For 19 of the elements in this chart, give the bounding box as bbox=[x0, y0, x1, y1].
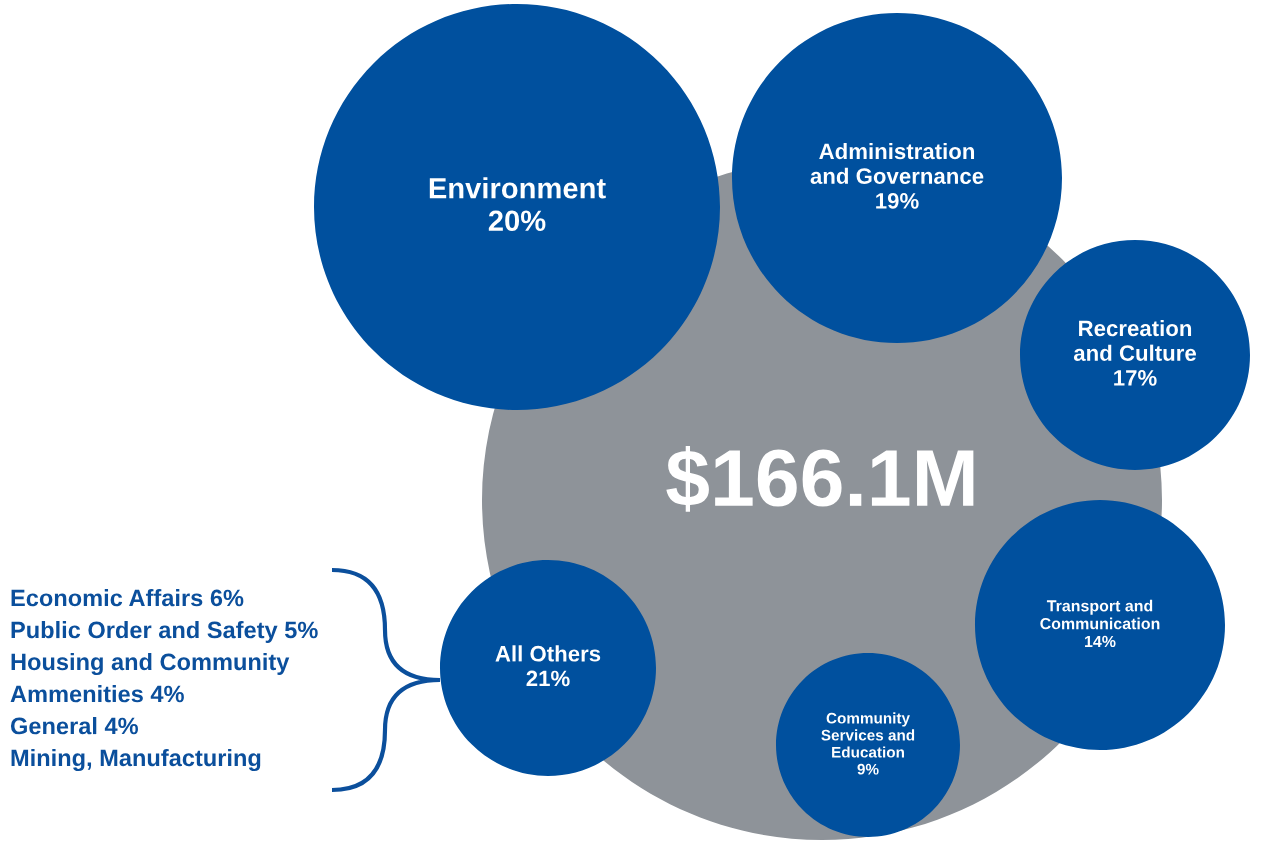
data-label: 20% bbox=[488, 210, 546, 232]
text: Ammenities 4% bbox=[10, 684, 184, 703]
text: Public Order and Safety 5% bbox=[11, 620, 318, 644]
text: Mining, Manufacturing bbox=[11, 748, 261, 772]
text: Housing and Community bbox=[11, 652, 290, 676]
text: $166.1M bbox=[666, 446, 974, 512]
category-label: Community Services and Education bbox=[821, 712, 915, 758]
category-label: All Others bbox=[495, 645, 601, 662]
data-label: 19% bbox=[876, 192, 919, 209]
data-label: 21% bbox=[526, 670, 570, 687]
category-label: Administration and Governance bbox=[810, 142, 984, 184]
text: General 4% bbox=[10, 716, 138, 735]
category-label: Environment bbox=[429, 177, 606, 199]
data-label: 17% bbox=[1114, 370, 1157, 386]
category-label: Recreation and Culture bbox=[1073, 319, 1196, 361]
data-label: 9% bbox=[857, 763, 879, 775]
category-label: Transport and Communication bbox=[1040, 599, 1160, 630]
text: Economic Affairs 6% bbox=[11, 588, 244, 607]
data-label: 14% bbox=[1085, 635, 1116, 648]
